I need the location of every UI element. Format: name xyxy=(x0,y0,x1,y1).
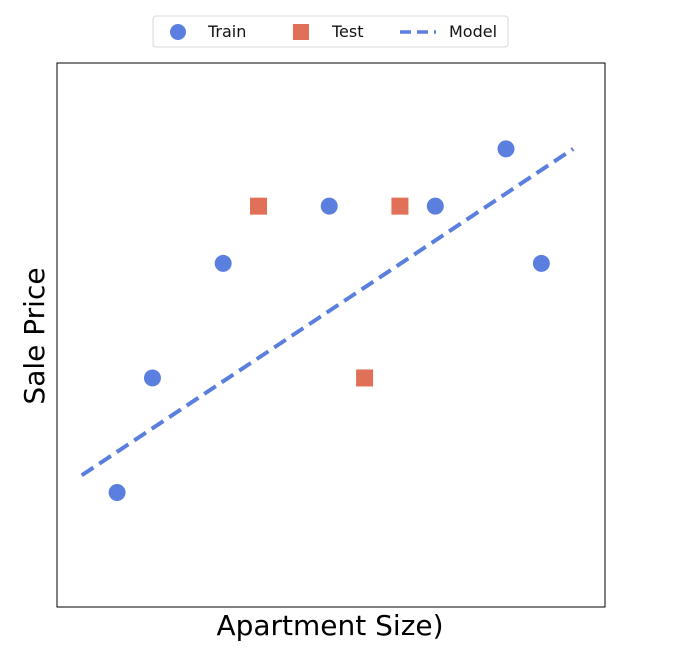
train-point xyxy=(532,254,550,272)
legend-train-label: Train xyxy=(207,22,246,41)
legend-test-label: Test xyxy=(331,22,364,41)
test-point xyxy=(391,197,409,215)
y-axis-label: Sale Price xyxy=(18,267,51,404)
plot-area-frame xyxy=(56,62,606,608)
train-point xyxy=(320,197,338,215)
model-line xyxy=(80,147,575,477)
legend-train-marker xyxy=(170,24,186,40)
legend: Train Test Model xyxy=(152,15,509,48)
legend-model-label: Model xyxy=(449,22,497,41)
train-point xyxy=(497,140,515,158)
plot-marks xyxy=(80,140,575,501)
x-axis-label: Apartment Size) xyxy=(216,609,443,642)
train-point xyxy=(143,369,161,387)
train-point xyxy=(426,197,444,215)
test-point xyxy=(250,197,268,215)
train-point xyxy=(108,483,126,501)
legend-test-marker xyxy=(293,24,309,40)
train-point xyxy=(214,254,232,272)
legend-box xyxy=(152,15,509,48)
test-point xyxy=(356,369,374,387)
